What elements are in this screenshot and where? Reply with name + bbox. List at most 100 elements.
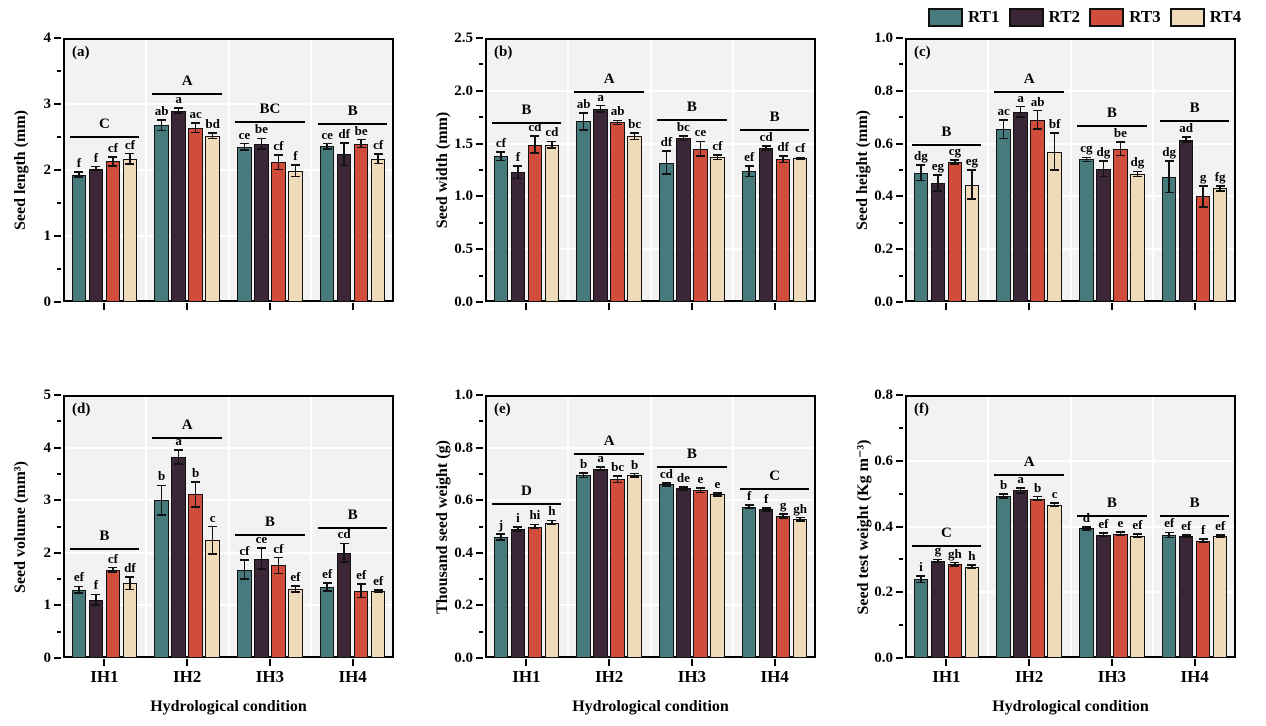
group-bracket [1159, 514, 1230, 517]
sig-letter: dg [1162, 143, 1176, 159]
y-tick-label: 0.8 [454, 439, 473, 456]
bar-rt4-ih3 [1130, 535, 1145, 658]
x-axis-tick [268, 303, 271, 310]
error-bar [920, 164, 922, 181]
y-axis-tick [896, 591, 903, 594]
error-bar-cap [108, 566, 118, 569]
sig-letter: f [93, 577, 99, 593]
error-bar [500, 152, 502, 161]
error-bar-cap [613, 481, 623, 484]
error-bar [954, 159, 956, 165]
sig-letter: g [1199, 168, 1207, 184]
error-bar [243, 143, 246, 151]
x-axis-title-e: Hydrological condition [572, 698, 729, 715]
error-bar [1002, 119, 1005, 139]
error-bar-cap [1215, 185, 1225, 187]
error-bar [211, 526, 214, 554]
bar-rt3-ih1 [105, 569, 121, 658]
bar-rt2-ih4 [758, 147, 774, 302]
x-axis-tick [608, 659, 611, 666]
y-tick-label: 1 [43, 597, 52, 614]
group-bracket [994, 90, 1064, 93]
error-bar-cap [1132, 170, 1142, 173]
error-bar [582, 112, 585, 130]
error-bar [765, 507, 767, 511]
bar-rt2-ih3 [1096, 534, 1111, 658]
error-bar [326, 582, 328, 592]
bar-rt1-ih3 [659, 484, 674, 658]
error-bar [534, 524, 536, 529]
error-bar-cap [547, 519, 557, 522]
sig-letter: f [746, 488, 752, 504]
error-bar-cap [273, 154, 283, 156]
error-bar-cap [795, 158, 805, 161]
error-bar-cap [678, 135, 688, 137]
sig-letter: cf [495, 135, 506, 151]
y-axis-tick [54, 37, 61, 39]
bar-rt1-ih3 [1079, 528, 1094, 658]
error-bar-cap [695, 487, 705, 489]
error-bar-cap [1181, 534, 1191, 536]
error-bar-cap [744, 164, 754, 167]
bar-rt3-ih1 [947, 162, 963, 302]
y-axis-title-a: Seed length (mm) [12, 110, 29, 230]
error-bar-cap [322, 590, 332, 592]
legend-label: RT2 [1048, 7, 1081, 26]
error-bar [954, 562, 956, 566]
x-axis-tick [1028, 659, 1031, 666]
error-bar [599, 105, 602, 112]
error-bar-cap [74, 591, 84, 594]
error-bar-cap [74, 171, 84, 173]
group-bracket [235, 120, 305, 123]
bar-rt1-ih4 [741, 506, 757, 658]
group-letter: B [941, 123, 952, 140]
error-bar-cap [933, 558, 943, 561]
error-bar-cap [661, 150, 671, 152]
x-tick-label: IH2 [172, 667, 202, 686]
error-bar [1185, 535, 1187, 538]
sig-letter: ef [1098, 516, 1109, 532]
bar-rt4-ih2 [205, 135, 220, 302]
sig-letter: b [580, 456, 588, 472]
error-bar-cap [322, 581, 332, 584]
sig-letter: ef [744, 148, 755, 164]
x-axis-tick [103, 303, 106, 310]
y-tick-label: 3 [43, 96, 52, 112]
bar-rt3-ih3 [1113, 148, 1128, 302]
sig-letter: cf [124, 136, 135, 152]
error-bar-cap [967, 169, 977, 171]
bar-rt4-ih3 [710, 157, 725, 302]
error-bar [665, 150, 668, 175]
sig-letter: cg [1080, 140, 1093, 156]
group-bracket [574, 90, 644, 93]
y-axis-minor-tick [57, 578, 61, 581]
sig-letter: f [293, 147, 298, 163]
sig-letter: b [631, 456, 639, 472]
y-tick-label: 2.0 [454, 82, 473, 99]
error-bar-cap [630, 475, 640, 478]
error-bar [1168, 160, 1170, 193]
error-bar [1136, 171, 1139, 177]
error-bar-cap [1198, 541, 1208, 544]
bar-rt1-ih2 [576, 475, 591, 658]
error-bar-cap [273, 556, 283, 559]
error-bar [160, 485, 163, 515]
sig-letter: a [175, 433, 182, 449]
error-bar-cap [339, 164, 349, 167]
group-letter: B [1106, 105, 1117, 122]
error-bar-cap [1115, 141, 1125, 144]
sig-letter: cg [948, 142, 962, 158]
y-axis-tick [476, 248, 483, 251]
sig-letter: h [548, 503, 556, 519]
error-bar-cap [1181, 141, 1191, 144]
group-letter: A [181, 417, 193, 434]
y-tick-label: 4 [43, 439, 52, 456]
y-axis-tick [54, 394, 61, 396]
error-bar [665, 482, 668, 486]
y-axis-minor-tick [479, 169, 483, 171]
error-bar-cap [208, 525, 218, 528]
error-bar-cap [496, 533, 506, 535]
bar-rt3-ih1 [527, 526, 543, 658]
y-axis-tick [476, 446, 483, 449]
bar-rt2-ih2 [593, 468, 608, 658]
